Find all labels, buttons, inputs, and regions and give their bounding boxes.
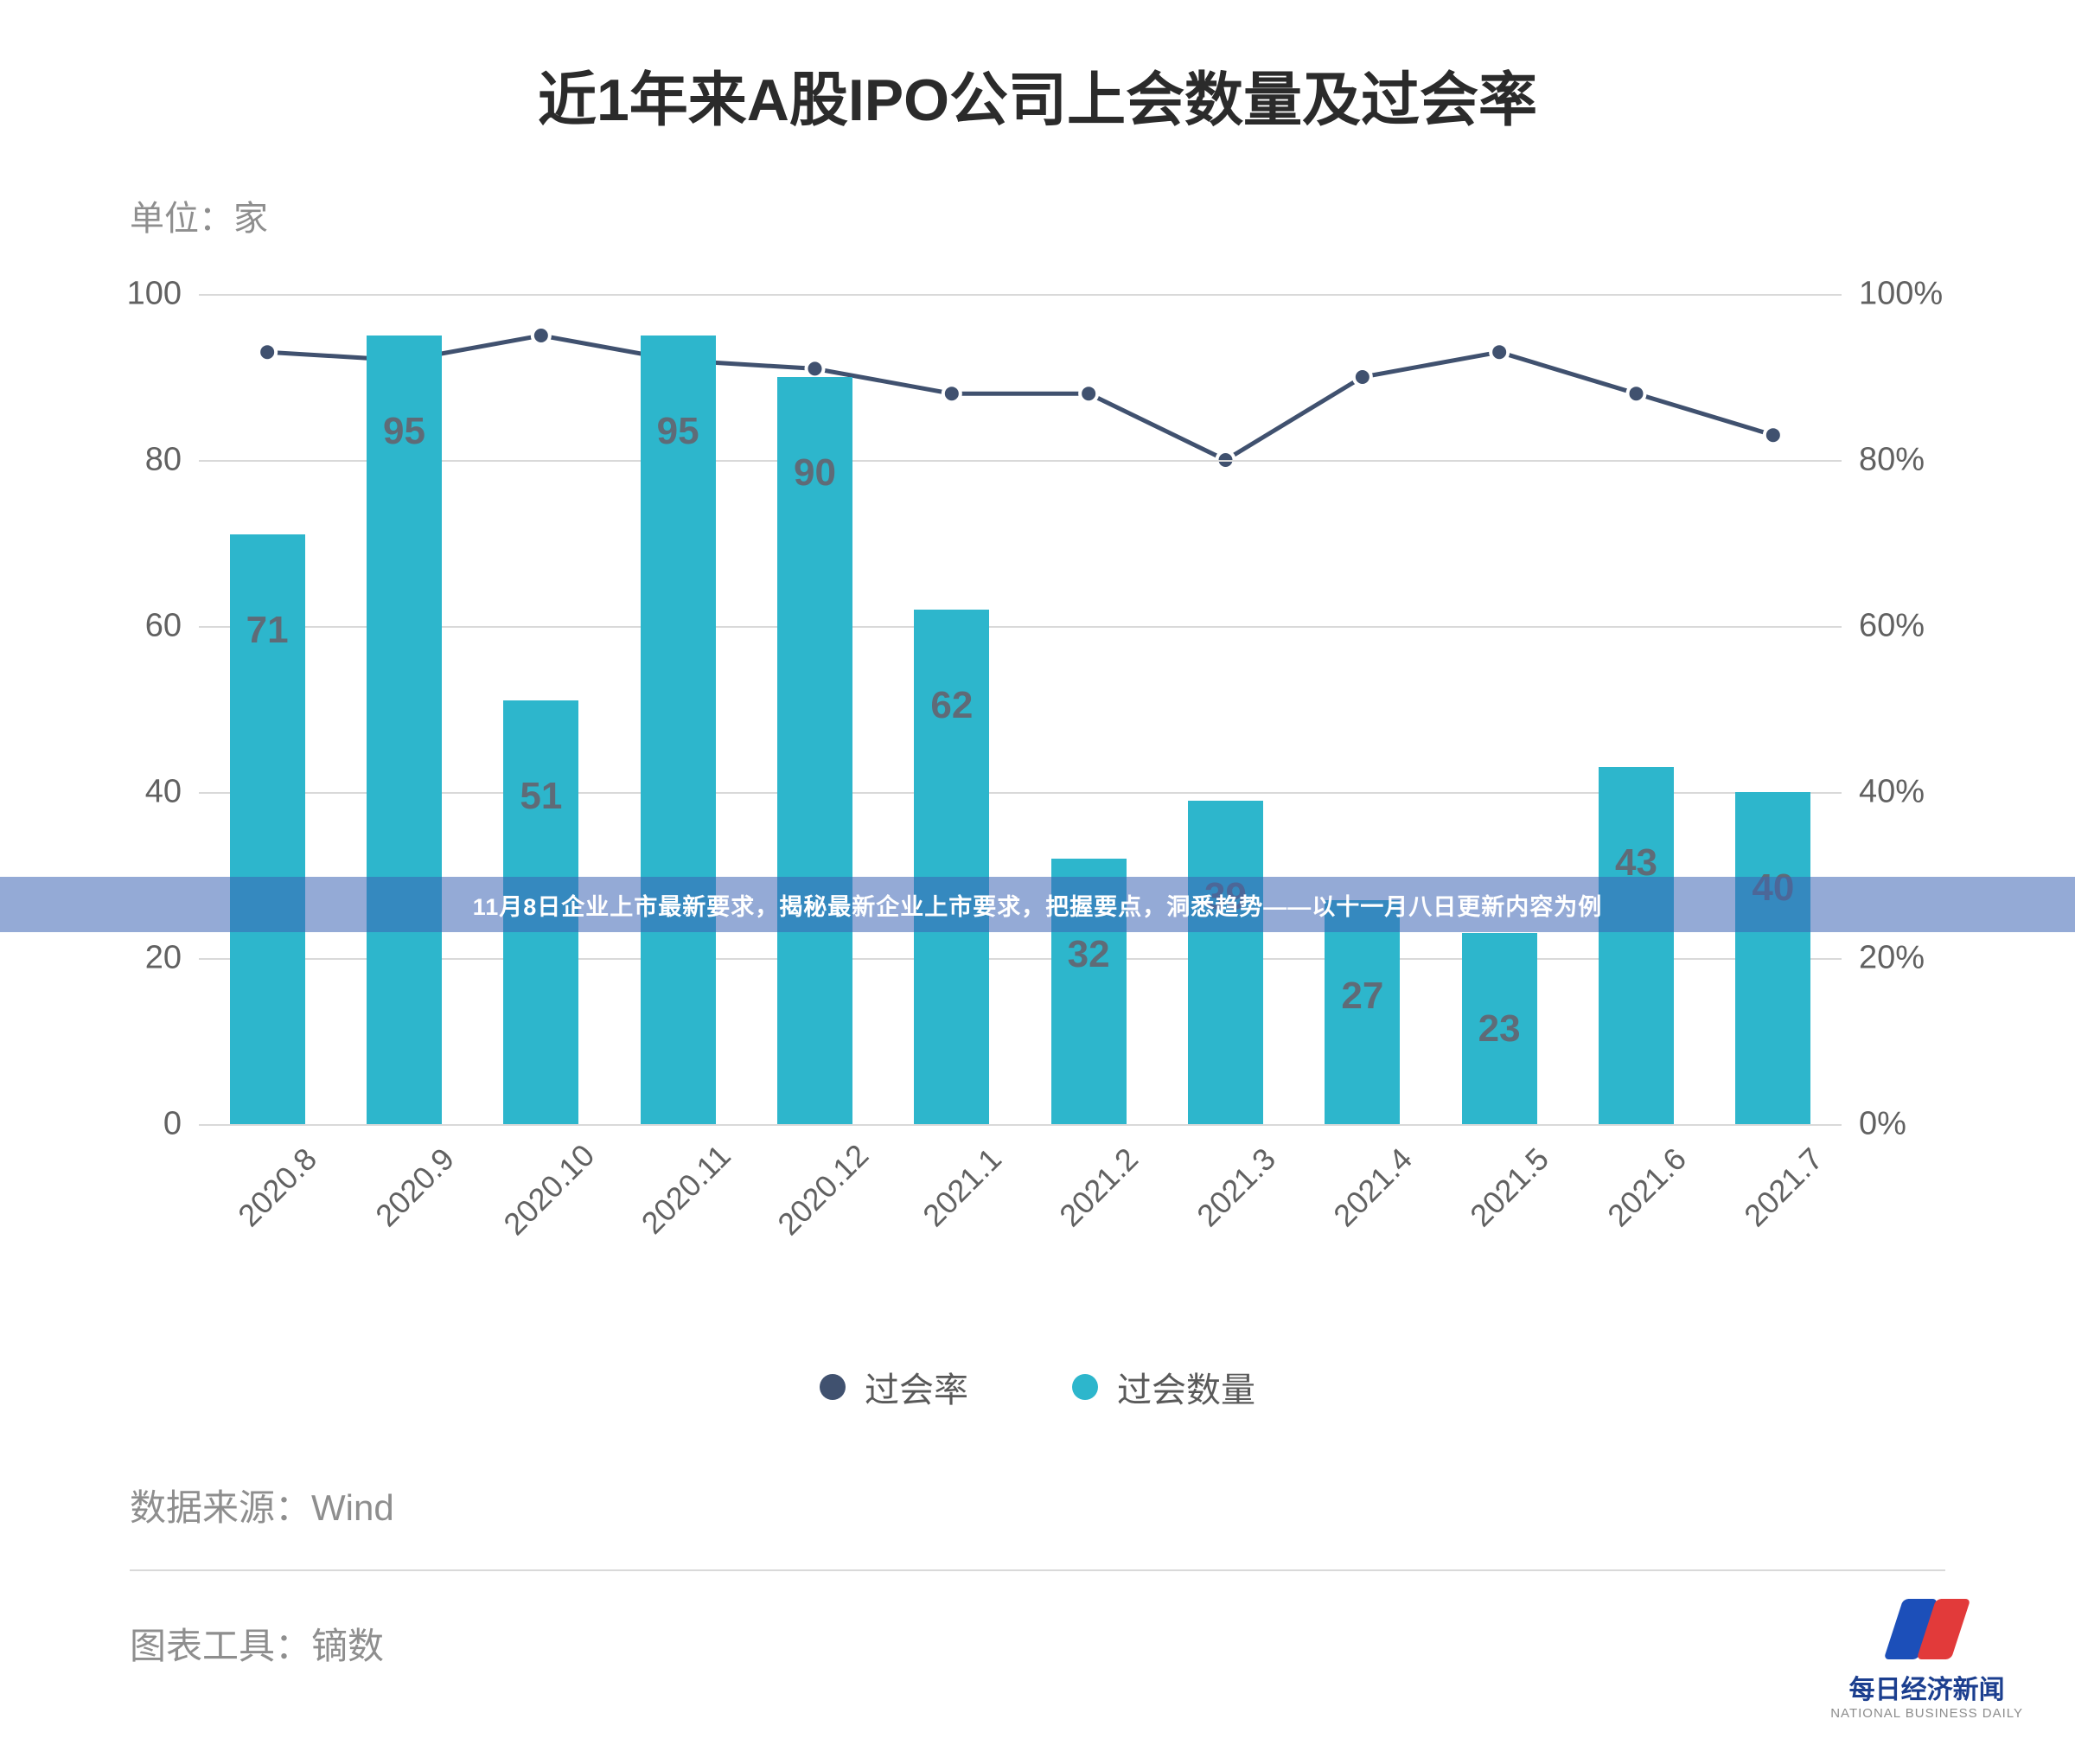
bar — [1188, 801, 1263, 1124]
chart-title: 近1年来A股IPO公司上会数量及过会率 — [0, 52, 2075, 137]
tool-prefix: 图表工具： — [130, 1626, 311, 1666]
y-right-tick-label: 80% — [1859, 442, 1997, 479]
grid-line — [199, 1124, 1842, 1126]
line-layer — [199, 294, 1842, 1124]
y-right-tick-label: 40% — [1859, 774, 1997, 811]
x-tick-label: 2020.11 — [635, 1138, 738, 1242]
brand-subtitle: NATIONAL BUSINESS DAILY — [1830, 1706, 2023, 1721]
line-marker — [259, 343, 276, 361]
divider — [130, 1569, 1945, 1571]
bar-value-label: 71 — [246, 609, 289, 652]
y-left-tick-label: 60 — [95, 608, 182, 645]
legend-item: 过会数量 — [1072, 1362, 1255, 1412]
bar-value-label: 32 — [1068, 933, 1110, 976]
legend-swatch-icon — [1072, 1374, 1098, 1400]
legend-swatch-icon — [820, 1374, 846, 1400]
grid-line — [199, 958, 1842, 960]
grid-line — [199, 294, 1842, 296]
chart-tool: 图表工具：镝数 — [130, 1617, 384, 1670]
bar — [1735, 792, 1810, 1124]
y-left-tick-label: 20 — [95, 940, 182, 977]
bar — [367, 336, 442, 1124]
x-tick-label: 2021.3 — [1190, 1141, 1283, 1234]
chart-plot-area: 00%2020%4040%6060%8080%100100%712020.895… — [199, 294, 1842, 1124]
bar — [1599, 767, 1674, 1124]
bar-value-label: 23 — [1478, 1007, 1521, 1051]
y-right-tick-label: 100% — [1859, 276, 1997, 313]
x-tick-label: 2021.2 — [1052, 1141, 1146, 1234]
x-tick-label: 2021.5 — [1463, 1141, 1556, 1234]
data-source: 数据来源：Wind — [130, 1479, 394, 1531]
watermark-banner: 11月8日企业上市最新要求，揭秘最新企业上市要求，把握要点，洞悉趋势——以十一月… — [0, 877, 2075, 932]
brand-logo-icon — [1888, 1599, 1966, 1659]
grid-line — [199, 792, 1842, 794]
y-left-tick-label: 0 — [95, 1106, 182, 1143]
legend: 过会率 过会数量 — [0, 1362, 2075, 1412]
bar-value-label: 90 — [794, 451, 836, 495]
bar-value-label: 27 — [1341, 975, 1383, 1018]
line-marker — [533, 327, 550, 344]
line-marker — [1628, 385, 1645, 402]
x-tick-label: 2020.8 — [231, 1141, 324, 1234]
brand-block: 每日经济新闻 NATIONAL BUSINESS DAILY — [1830, 1599, 2023, 1721]
x-tick-label: 2020.9 — [368, 1141, 462, 1234]
legend-item: 过会率 — [820, 1362, 968, 1412]
y-right-tick-label: 60% — [1859, 608, 1997, 645]
y-right-tick-label: 0% — [1859, 1106, 1997, 1143]
legend-label: 过会数量 — [1117, 1362, 1255, 1412]
bar — [641, 336, 716, 1124]
x-tick-label: 2021.7 — [1737, 1141, 1830, 1234]
line-marker — [1491, 343, 1508, 361]
line-marker — [1354, 368, 1371, 386]
x-tick-label: 2021.4 — [1326, 1141, 1420, 1234]
brand-name: 每日经济新闻 — [1830, 1668, 2023, 1706]
source-prefix: 数据来源： — [130, 1487, 311, 1528]
bar-value-label: 62 — [930, 684, 973, 727]
x-tick-label: 2020.10 — [496, 1137, 602, 1243]
x-tick-label: 2021.6 — [1600, 1141, 1694, 1234]
x-tick-label: 2020.12 — [770, 1137, 876, 1243]
legend-label: 过会率 — [865, 1362, 968, 1412]
y-left-tick-label: 40 — [95, 774, 182, 811]
grid-line — [199, 626, 1842, 628]
unit-label: 单位：家 — [130, 190, 268, 240]
y-left-tick-label: 80 — [95, 442, 182, 479]
bar-value-label: 95 — [383, 410, 425, 453]
line-series — [267, 336, 1773, 460]
y-left-tick-label: 100 — [95, 276, 182, 313]
line-marker — [1080, 385, 1097, 402]
source-value: Wind — [311, 1487, 394, 1528]
line-marker — [943, 385, 961, 402]
line-marker — [807, 360, 824, 377]
bar-value-label: 51 — [520, 775, 562, 818]
grid-line — [199, 460, 1842, 462]
y-right-tick-label: 20% — [1859, 940, 1997, 977]
tool-value: 镝数 — [311, 1626, 384, 1666]
line-marker — [1765, 426, 1782, 444]
bar-value-label: 95 — [657, 410, 699, 453]
x-tick-label: 2021.1 — [916, 1141, 1009, 1234]
